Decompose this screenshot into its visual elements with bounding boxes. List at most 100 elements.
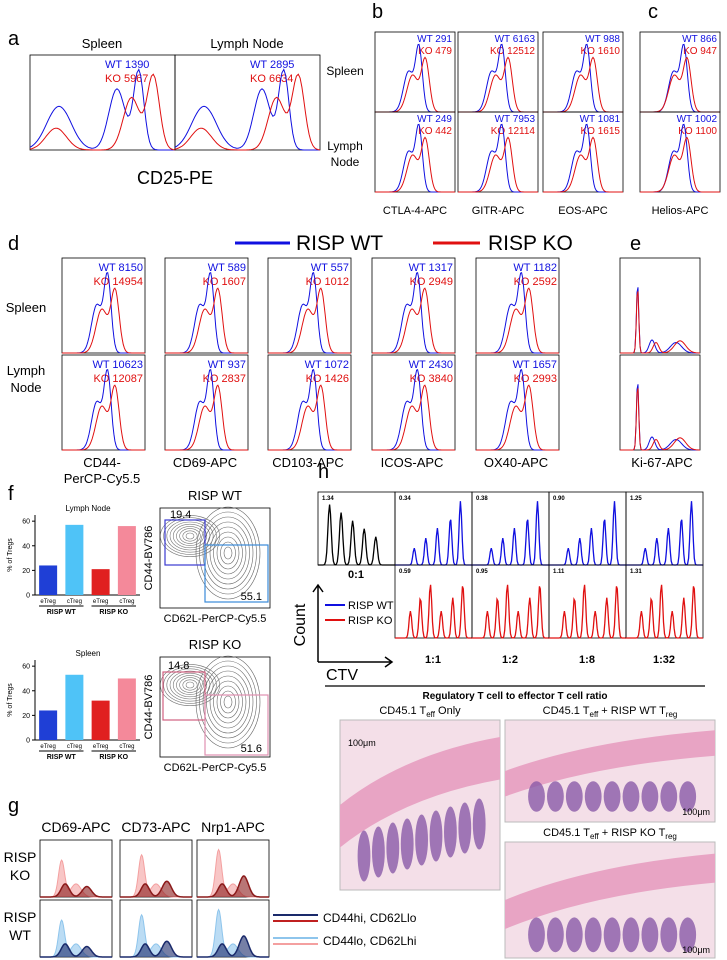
panel-label: a: [8, 28, 20, 50]
histogram: [458, 56, 538, 113]
stat-ko: KO 479: [418, 46, 452, 57]
contour: [209, 675, 247, 729]
stat-wt: WT 1072: [305, 359, 349, 371]
stat-wt: WT 1657: [513, 359, 557, 371]
plot-frame: [639, 111, 721, 193]
x-tick-label: cTreg: [119, 744, 134, 750]
contour: [172, 672, 208, 698]
panel-label: g: [8, 795, 19, 817]
group-label: RISP KO: [99, 609, 128, 616]
contour: [216, 685, 240, 719]
stat-ko: KO 12512: [490, 46, 535, 57]
stat-wt: WT 6163: [495, 34, 536, 45]
legend-label: CD44lo, CD62Lhi: [323, 934, 416, 948]
group-label: RISP WT: [47, 609, 77, 616]
stat: 1.34: [322, 496, 334, 502]
stat-wt: WT 866: [682, 34, 717, 45]
stat: 0.90: [553, 496, 565, 502]
stat-ko: KO 1607: [203, 276, 246, 288]
y-tick-label: 20: [22, 568, 30, 575]
panel-label: h: [318, 461, 329, 483]
stat-ko: KO 1610: [581, 46, 621, 57]
plot-frame: [61, 257, 146, 354]
axis-label: CTV: [326, 667, 358, 684]
stat-ko: KO 14954: [93, 276, 143, 288]
crypt: [429, 810, 443, 862]
stat-ko: KO 2837: [203, 373, 246, 385]
histogram: [165, 287, 248, 354]
title-part: reg: [666, 710, 678, 719]
y-tick-label: 60: [22, 664, 30, 671]
crypt: [641, 917, 659, 953]
histogram: [620, 291, 700, 354]
x-tick-label: cTreg: [67, 599, 82, 605]
tissue: [505, 730, 715, 797]
column-header: Spleen: [82, 36, 122, 51]
y-tick-label: 0: [26, 593, 30, 600]
histogram: [29, 68, 175, 151]
plot-frame: [475, 257, 560, 354]
contour: [185, 532, 195, 540]
stat-ko: KO 12087: [93, 373, 143, 385]
bar: [117, 526, 136, 595]
plot-frame: [619, 354, 701, 451]
plot-frame: [164, 354, 249, 451]
stat-wt: WT 8150: [99, 262, 143, 274]
contour: [220, 541, 236, 565]
histogram: [472, 584, 549, 639]
stat-ko: KO 3840: [410, 373, 453, 385]
stat: 0.34: [399, 496, 411, 502]
plot-frame: [457, 111, 539, 193]
title-part: + RISP WT T: [598, 705, 666, 717]
plot-frame: [619, 257, 701, 354]
stat: 0.38: [476, 496, 488, 502]
contour: [202, 516, 254, 590]
image-title: CD45.1 Teff + RISP KO Treg: [543, 827, 677, 841]
contour: [209, 526, 247, 580]
histogram: [372, 384, 455, 451]
stat: 1.31: [630, 569, 642, 575]
plot-frame: [317, 491, 396, 566]
image-title: CD45.1 Teff + RISP WT Treg: [543, 705, 678, 719]
chart-title: RISP WT: [188, 488, 242, 503]
stat-ko: KO 5967: [105, 73, 148, 85]
stat: 0.59: [399, 569, 411, 575]
stat-wt: WT 988: [585, 34, 620, 45]
axis-label: PerCP-Cy5.5: [64, 471, 141, 486]
axis-label: GITR-APC: [472, 205, 525, 217]
stat-ko: KO 1426: [306, 373, 349, 385]
group-label: RISP WT: [47, 754, 77, 761]
histogram: [549, 501, 626, 566]
panel-label: d: [8, 233, 19, 255]
stat-ko: KO 442: [418, 126, 452, 137]
legend-label: RISP KO: [348, 615, 393, 627]
contour: [195, 506, 261, 600]
stat-ko: KO 947: [683, 46, 717, 57]
plot-frame: [61, 354, 146, 451]
axis-label: CTLA-4-APC: [383, 205, 447, 217]
axis-label: Count: [292, 603, 309, 646]
crypt: [415, 814, 428, 866]
histogram: [268, 287, 351, 354]
crypt: [386, 822, 400, 874]
stat-ko: KO 1100: [678, 126, 717, 137]
column-header: Nrp1-APC: [201, 819, 265, 835]
histogram: [375, 56, 455, 113]
contour: [216, 536, 240, 570]
bar: [91, 569, 110, 595]
contour: [166, 519, 214, 553]
contour: [199, 660, 257, 744]
histogram: [395, 584, 472, 639]
panel-label: e: [630, 233, 641, 255]
stat-wt: WT 291: [417, 34, 452, 45]
histogram: [620, 287, 700, 354]
histogram: [472, 501, 549, 566]
plot-frame: [159, 507, 271, 609]
contour: [206, 521, 250, 585]
row-label: Spleen: [326, 64, 363, 78]
axis-label: ICOS-APC: [381, 455, 444, 470]
gate-value: 14.8: [168, 660, 189, 672]
row-label: Lymph: [327, 139, 363, 153]
contour: [163, 666, 217, 704]
crypt: [603, 781, 621, 812]
